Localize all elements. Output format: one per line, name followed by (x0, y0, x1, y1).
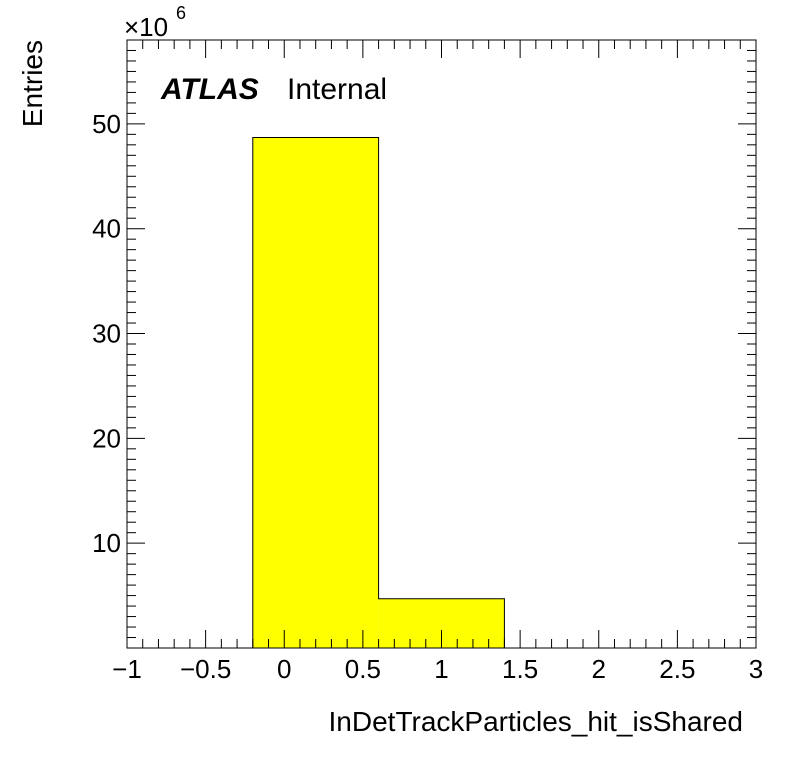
y-multiplier-label: ×10 (124, 12, 168, 42)
x-tick-label: 0.5 (345, 654, 381, 684)
bars-layer (252, 136, 505, 648)
y-tick-label: 10 (92, 528, 121, 558)
y-tick-label: 50 (92, 109, 121, 139)
y-tick-label: 30 (92, 319, 121, 349)
y-axis-title: Entries (17, 40, 48, 127)
x-tick-label: 0 (277, 654, 291, 684)
histogram-bar (252, 137, 379, 648)
x-tick-label: −1 (112, 654, 142, 684)
x-axis-title: InDetTrackParticles_hit_isShared (329, 706, 743, 737)
x-tick-label: 2.5 (659, 654, 695, 684)
y-tick-label: 40 (92, 214, 121, 244)
labels-layer: −1 −0.5 0 0.5 1 1.5 2 2.5 3 10 20 30 40 50 (92, 109, 763, 684)
x-tick-label: 1.5 (502, 654, 538, 684)
x-tick-label: 3 (749, 654, 763, 684)
histogram-outline (252, 136, 505, 648)
x-tick-label: 2 (592, 654, 606, 684)
y-tick-label: 20 (92, 423, 121, 453)
plot-frame (126, 39, 757, 649)
ticks-layer (126, 40, 757, 648)
y-multiplier-exponent: 6 (176, 3, 186, 23)
status-label: Internal (287, 73, 387, 106)
atlas-label: ATLAS (160, 73, 259, 106)
x-tick-label: −0.5 (180, 654, 231, 684)
x-tick-label: 1 (434, 654, 448, 684)
